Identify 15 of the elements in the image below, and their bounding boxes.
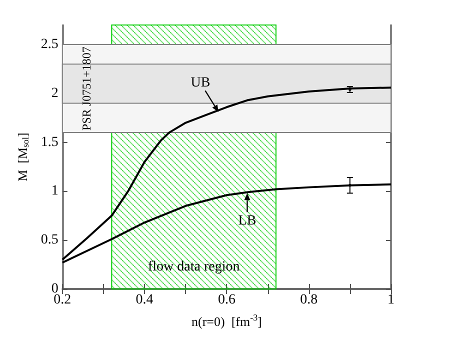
y-tick-label: 2 xyxy=(51,86,58,101)
y-tick-label: 1.5 xyxy=(40,134,58,150)
y-axis-title: M [Msol] xyxy=(15,132,30,182)
y-tick-label: 0.5 xyxy=(40,232,58,248)
x-tick-label: 0.8 xyxy=(300,292,318,308)
annotation: UB xyxy=(190,76,210,91)
x-tick-label: 0.4 xyxy=(136,292,154,308)
annotation: LB xyxy=(238,214,256,229)
x-tick-label: 0.6 xyxy=(218,292,236,308)
y-tick-label: 1 xyxy=(51,184,58,199)
band-label: flow data region xyxy=(148,260,240,274)
y-tick-label: 2.5 xyxy=(40,37,58,52)
x-tick-label: 0.2 xyxy=(54,292,72,308)
x-tick-label: 1 xyxy=(388,292,394,308)
band-label: PSR J0751+1807 xyxy=(79,46,94,130)
